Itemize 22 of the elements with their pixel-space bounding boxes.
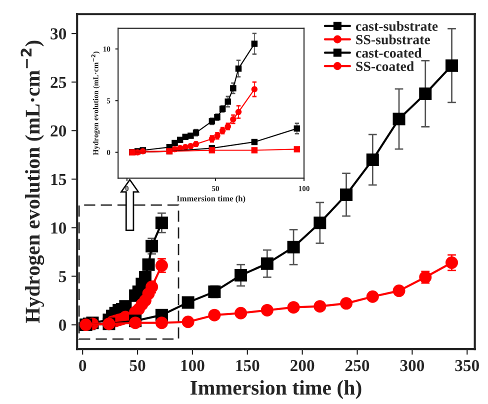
x-tick-label: 350 bbox=[455, 360, 479, 372]
x-tick-label: 200 bbox=[290, 360, 314, 372]
x-axis-title: Immersion time (h) bbox=[176, 196, 246, 204]
y-tick-label: 10 bbox=[51, 222, 66, 234]
y-tick-label: 30 bbox=[50, 28, 66, 40]
y-tick-label: 20 bbox=[50, 125, 66, 137]
x-tick-label: 250 bbox=[345, 360, 370, 372]
legend-label: cast-coated bbox=[356, 48, 422, 58]
x-tick-label: 100 bbox=[181, 360, 204, 372]
x-tick-label: 150 bbox=[236, 360, 260, 372]
legend-label: cast-substrate bbox=[356, 21, 438, 31]
legend-label: SS-substrate bbox=[356, 34, 430, 44]
x-axis-title: Immersion time (h) bbox=[190, 380, 362, 400]
y-tick-label: 15 bbox=[51, 174, 66, 186]
x-tick-label: 50 bbox=[130, 360, 146, 372]
y-tick-label: 25 bbox=[50, 76, 66, 88]
legend-label: SS-coated bbox=[356, 61, 414, 72]
y-tick-label: 5 bbox=[59, 271, 66, 282]
x-tick-label: 300 bbox=[400, 360, 424, 372]
y-tick-label: 0 bbox=[58, 319, 66, 331]
y-axis-title: Hydrogen evolution (mL·cm$^{−2}$) bbox=[20, 40, 44, 324]
x-tick-label: 0 bbox=[79, 360, 86, 372]
